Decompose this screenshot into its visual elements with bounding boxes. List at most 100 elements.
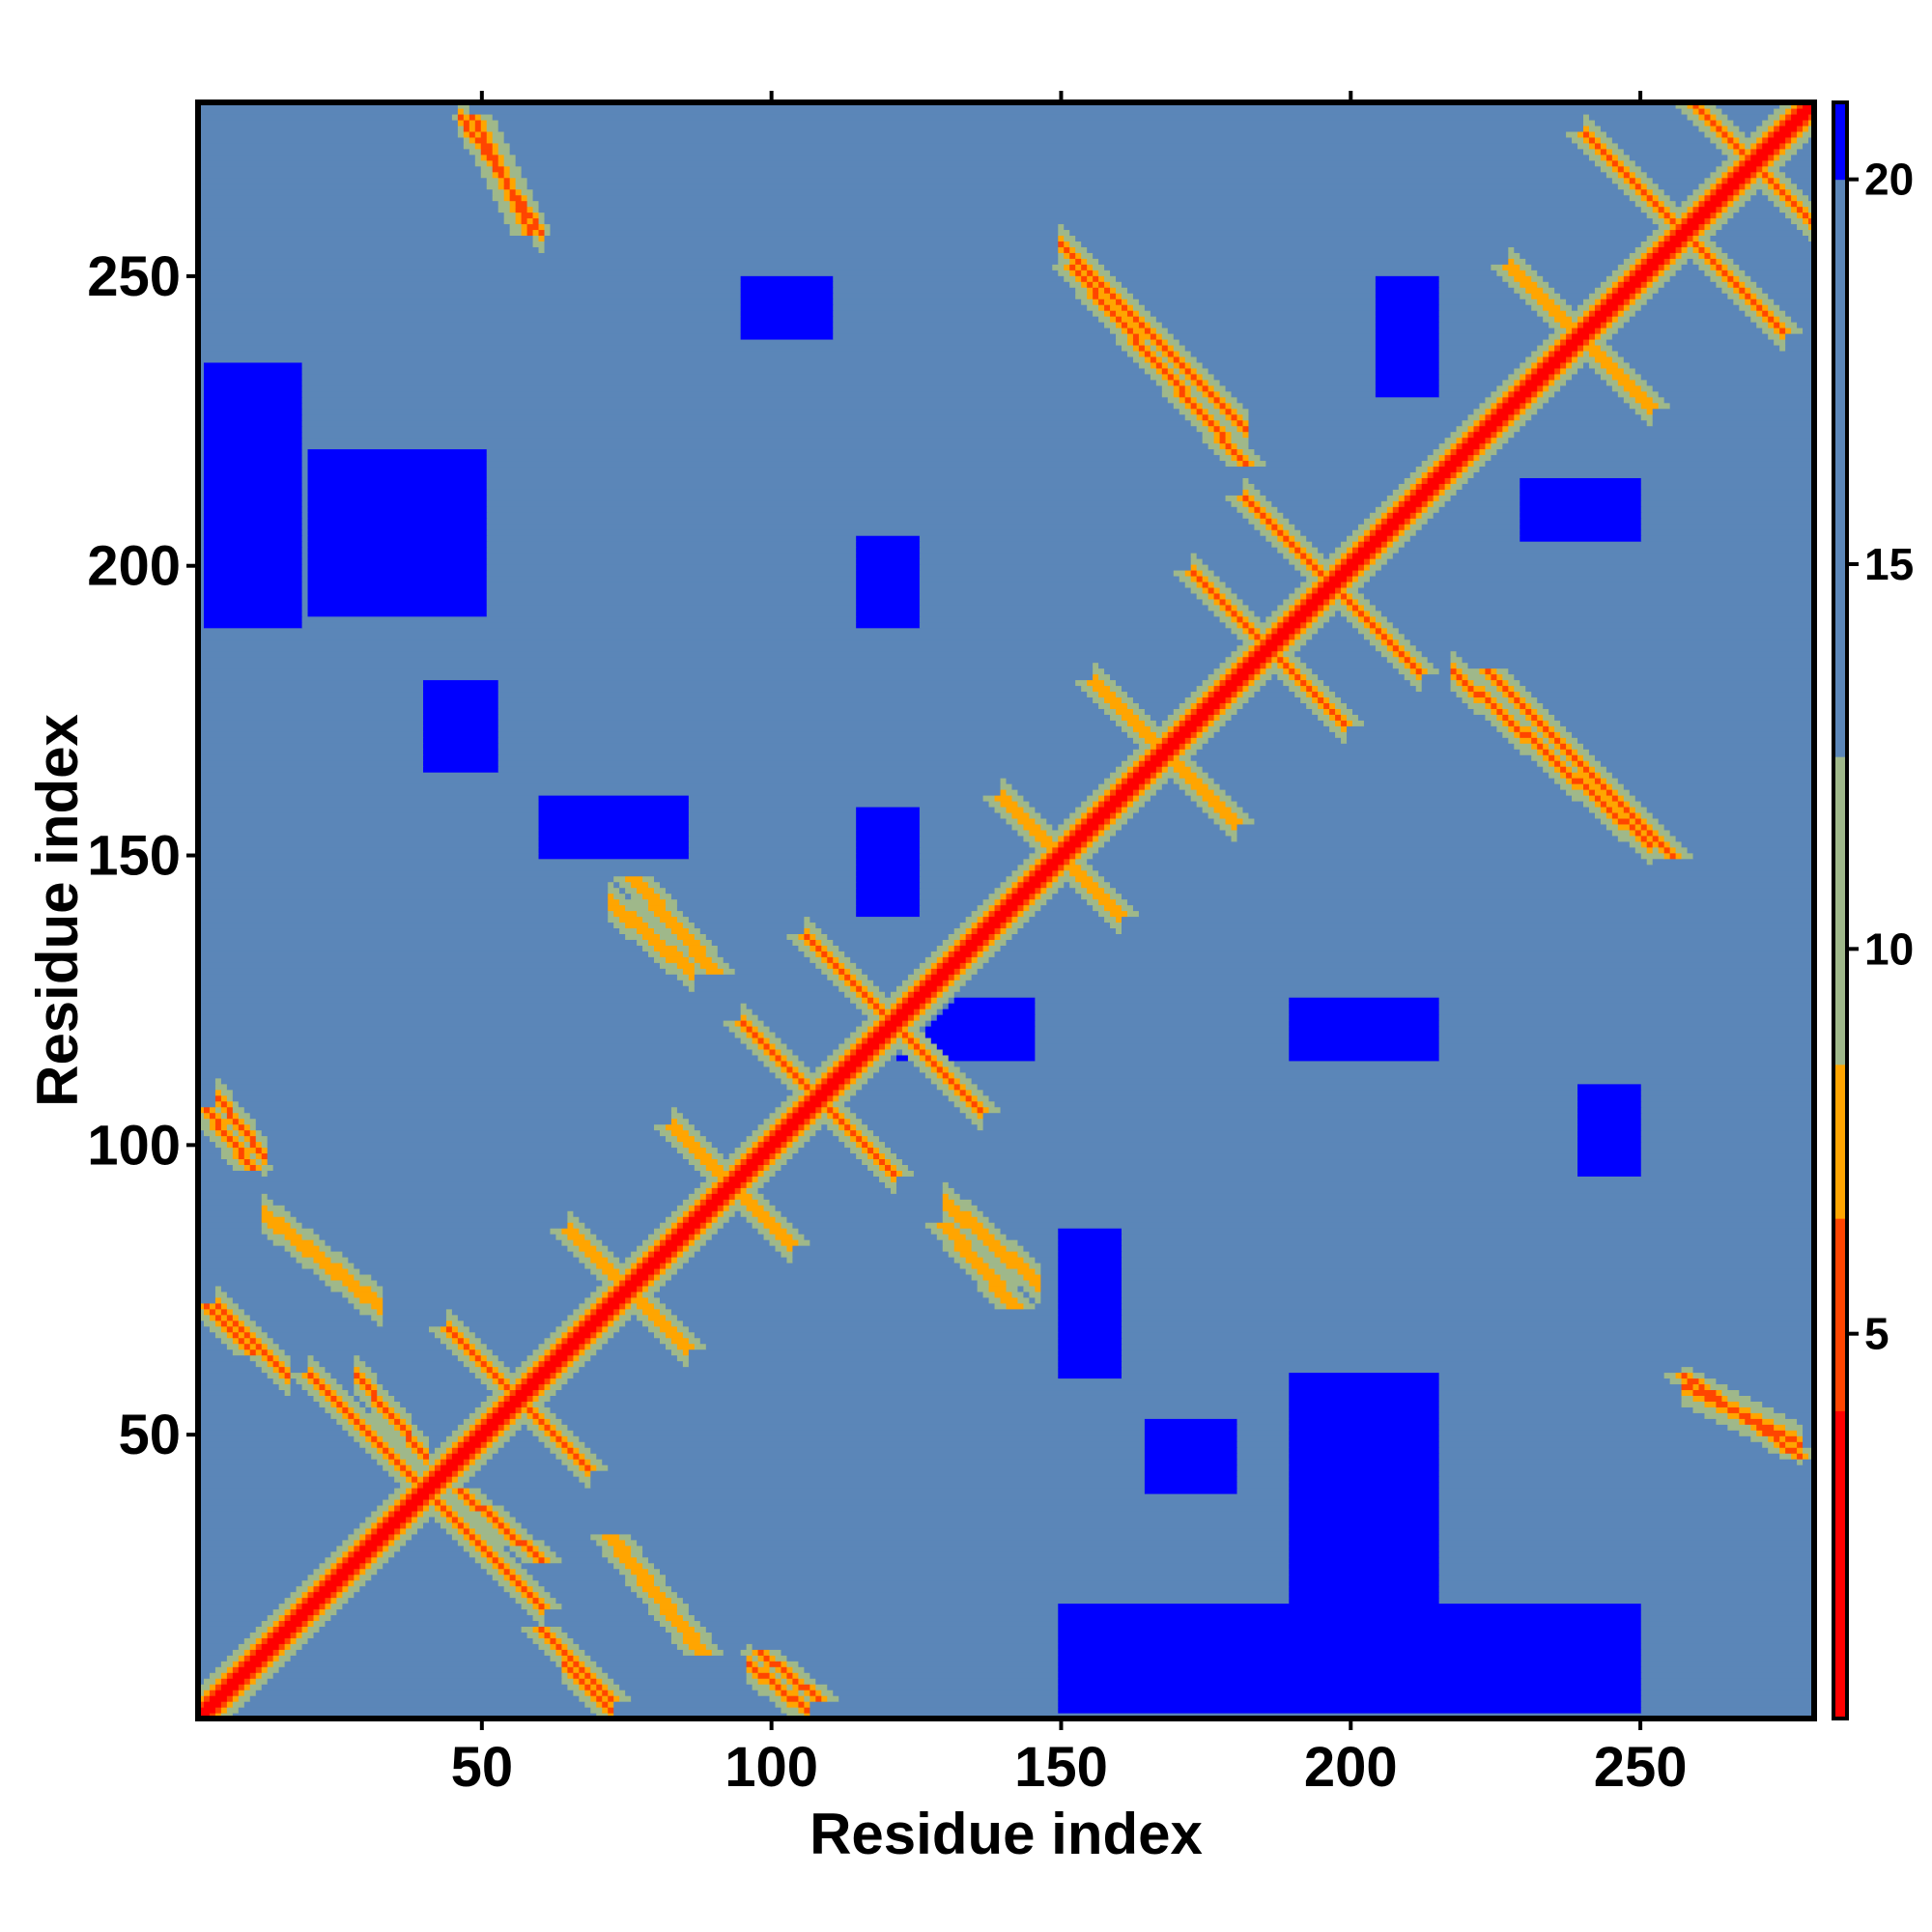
heatmap-cell [417,1447,424,1454]
heatmap-cell [1415,673,1423,681]
heatmap-cell [584,1343,591,1350]
heatmap-cell [1347,615,1359,623]
heatmap-cell [746,1187,759,1194]
heatmap-cell [1058,1354,1122,1362]
heatmap-cell [1081,893,1094,900]
heatmap-cell [850,1147,863,1154]
heatmap-cell [654,1302,667,1310]
heatmap-cell [1179,714,1186,721]
heatmap-cell [1611,783,1625,790]
heatmap-cell [1231,696,1238,703]
heatmap-cell [307,541,488,548]
heatmap-cell [503,1568,511,1576]
heatmap-cell [665,968,684,975]
heatmap-cell [856,869,921,877]
heatmap-cell [359,1267,591,1275]
heatmap-cell [503,1562,511,1570]
heatmap-cell [1438,1401,1683,1407]
heatmap-cell [377,1279,603,1287]
heatmap-cell [786,1257,794,1264]
heatmap-cell [1069,823,1076,831]
heatmap-cell [1548,743,1555,750]
heatmap-cell [567,1210,574,1217]
heatmap-cell [1502,673,1515,681]
heatmap-cell [400,1545,465,1552]
heatmap-cell [1605,811,1613,819]
heatmap-cell [567,1441,574,1448]
heatmap-cell [781,1678,788,1685]
heatmap-cell [1681,852,1694,860]
heatmap-cell [613,881,620,889]
heatmap-cell [1531,691,1815,698]
heatmap-cell [249,1141,257,1149]
heatmap-cell [1202,696,1209,703]
heatmap-cell [198,766,424,773]
heatmap-cell [792,1678,799,1685]
heatmap-cell [867,1054,874,1062]
heatmap-cell [550,1643,557,1650]
heatmap-cell [226,1302,240,1310]
heatmap-cell [850,997,863,1004]
heatmap-cell [930,1065,938,1073]
heatmap-cell [555,1412,1290,1419]
heatmap-cell [480,1354,488,1362]
heatmap-cell [1231,586,1295,594]
heatmap-cell [1144,1488,1238,1494]
heatmap-cell [445,1343,459,1350]
heatmap-cell [1363,518,1377,525]
heatmap-cell [1369,610,1382,617]
heatmap-cell [1652,829,1660,837]
heatmap-cell [232,1331,240,1339]
heatmap-cell [1583,760,1590,767]
heatmap-cell [1126,910,1140,918]
heatmap-cell [383,1516,389,1523]
heatmap-cell [1646,823,1654,831]
heatmap-cell [555,1441,563,1448]
heatmap-cell [648,1325,661,1333]
heatmap-cell [740,1649,753,1656]
heatmap-cell [885,1170,892,1177]
heatmap-cell [198,1406,327,1413]
heatmap-cell [982,1106,990,1114]
heatmap-cell [1116,720,1128,726]
heatmap-cell [521,1591,528,1599]
heatmap-cell [688,1608,1059,1616]
heatmap-cell [1363,541,1382,548]
heatmap-cell [313,1591,332,1599]
heatmap-cell [1438,1395,1683,1402]
heatmap-cell [1485,691,1492,698]
heatmap-cell [959,1077,973,1085]
heatmap-cell [296,1245,321,1252]
heatmap-cell [354,1360,366,1368]
heatmap-cell [526,1632,540,1638]
heatmap-cell [1329,615,1348,623]
heatmap-cell [1375,524,1382,530]
heatmap-cell [463,1349,470,1356]
heatmap-cell [261,1193,269,1200]
heatmap-cell [301,535,309,542]
heatmap-cell [856,1129,863,1137]
heatmap-cell [1236,1430,1290,1436]
heatmap-cell [1098,846,1636,854]
heatmap-cell [509,1539,517,1547]
heatmap-cell [503,1516,517,1523]
heatmap-cell [497,685,1082,693]
heatmap-cell [810,1701,1059,1708]
heatmap-cell [550,1430,557,1436]
heatmap-cell [625,1539,638,1547]
heatmap-cell [1375,553,1382,559]
heatmap-cell [705,1147,719,1154]
heatmap-cell [1409,535,1520,542]
heatmap-cell [1093,685,1111,693]
heatmap-cell [1583,789,1590,796]
heatmap-cell [694,956,713,963]
heatmap-cell [942,1210,950,1217]
heatmap-cell [1254,644,1261,652]
heatmap-cell [602,1239,643,1246]
heatmap-cell [619,881,632,889]
heatmap-cell [1023,869,1030,877]
heatmap-cell [383,1308,447,1316]
heatmap-cell [1386,506,1394,513]
heatmap-cell [526,1412,534,1419]
heatmap-cell [469,1504,476,1512]
